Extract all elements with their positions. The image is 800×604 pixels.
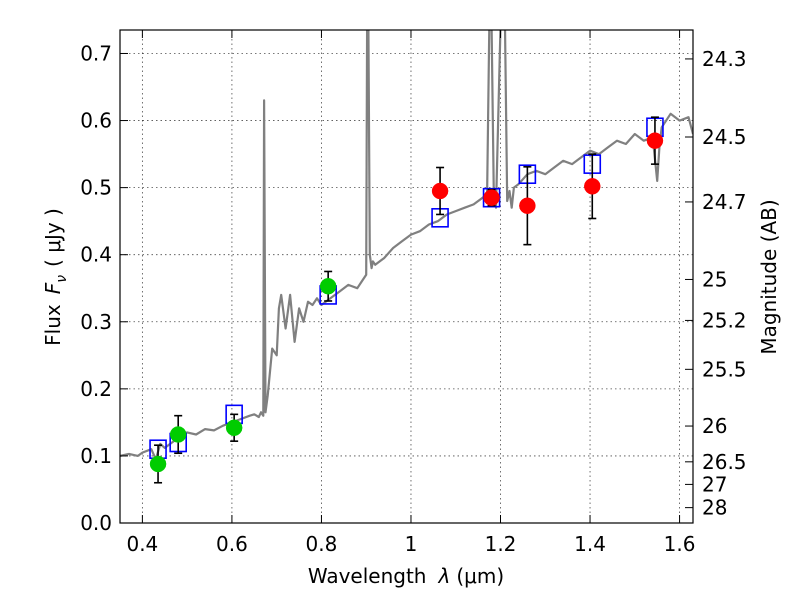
magnitude-tick-label: 26 <box>702 414 727 438</box>
x-tick-label: 1.2 <box>485 532 517 556</box>
x-axis-label: Wavelength λ (μm) <box>308 564 504 588</box>
y-tick-label: 0.2 <box>80 377 112 401</box>
y-tick-label: 0.7 <box>80 41 112 65</box>
magnitude-tick-label: 24.3 <box>702 47 747 71</box>
magnitude-tick-label: 24.7 <box>702 190 747 214</box>
x-tick-label: 1 <box>405 532 418 556</box>
magnitude-tick-label: 26.5 <box>702 450 747 474</box>
y-axis-label: FluxFν( μJy ) <box>41 208 70 346</box>
x-tick-label: 0.8 <box>306 532 338 556</box>
spectrum-line <box>120 30 693 461</box>
photometry-point <box>169 426 187 443</box>
photometry-point <box>225 419 243 437</box>
x-tick-label: 1.4 <box>574 532 606 556</box>
y-tick-label: 0.1 <box>80 444 112 468</box>
magnitude-tick-label: 25.2 <box>702 308 747 332</box>
photometry-point <box>584 178 601 195</box>
magnitude-tick-label: 25 <box>702 267 727 291</box>
magnitude-tick-label: 28 <box>702 496 727 520</box>
magnitude-tick-label: 25.5 <box>702 357 747 381</box>
photometry-point <box>431 182 449 200</box>
magnitude-axis-label: Magnitude (AB) <box>757 199 781 354</box>
plot-frame <box>119 29 694 524</box>
x-tick-label: 1.6 <box>664 532 696 556</box>
spectrum-layer <box>120 30 693 461</box>
y-tick-label: 0.0 <box>80 511 112 535</box>
photometry-point <box>149 455 167 473</box>
photometry-point <box>519 197 536 214</box>
photometry-layer <box>149 116 664 484</box>
x-tick-label: 0.6 <box>216 532 248 556</box>
y-tick-label: 0.3 <box>80 310 112 334</box>
photometry-point <box>319 277 337 295</box>
magnitude-tick-label: 27 <box>702 472 727 496</box>
grid-lines <box>120 30 693 524</box>
y-tick-label: 0.4 <box>80 243 112 267</box>
photometry-point <box>483 189 500 206</box>
axis-ticks: 0.4 0.6 0.8 1 1.2 1.4 1.6 0.0 0.1 0.2 0.3 0.4 0.5 0.6… <box>80 30 747 556</box>
y-tick-label: 0.5 <box>80 176 112 200</box>
magnitude-tick-label: 24.5 <box>702 125 747 149</box>
photometry-point <box>646 132 664 149</box>
x-tick-label: 0.4 <box>126 532 158 556</box>
y-tick-label: 0.6 <box>80 109 112 133</box>
